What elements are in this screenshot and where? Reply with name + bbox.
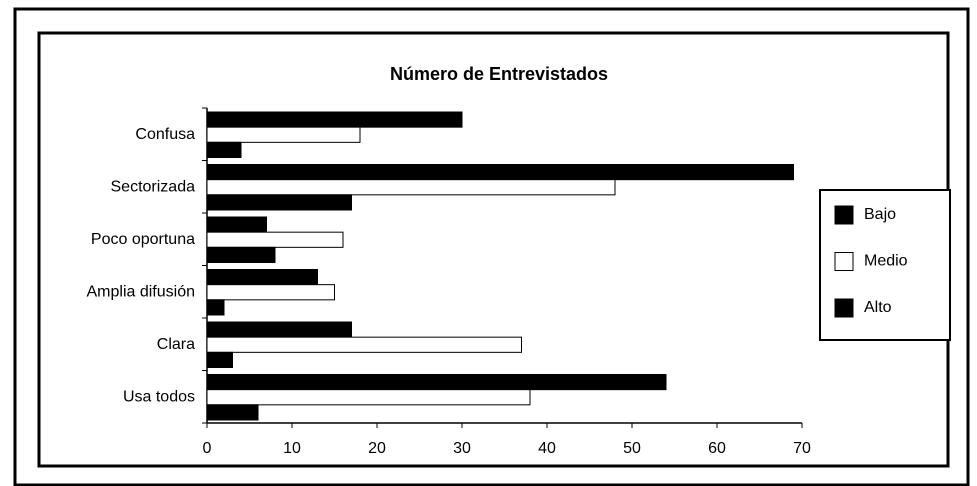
bar (206, 194, 352, 211)
bar (206, 246, 276, 263)
y-tick-label: Poco oportuna (91, 231, 195, 248)
bar (206, 389, 531, 406)
chart-title: Número de Entrevistados (390, 64, 608, 84)
bar (206, 351, 233, 369)
x-tick-label: 30 (453, 440, 471, 457)
legend-swatch (834, 205, 854, 225)
y-tick-label: Confusa (135, 126, 195, 143)
legend-swatch (834, 298, 854, 318)
bar (206, 284, 335, 301)
bar (206, 269, 318, 286)
legend-swatch (834, 252, 854, 271)
bar (206, 164, 794, 181)
legend-label: Bajo (864, 206, 896, 223)
y-tick-label: Clara (157, 336, 195, 353)
bar (206, 216, 267, 233)
bar (206, 404, 259, 421)
x-tick-label: 0 (203, 440, 212, 457)
legend-label: Medio (864, 253, 908, 270)
x-tick-label: 50 (623, 440, 641, 457)
x-tick-label: 10 (283, 440, 301, 457)
x-tick-label: 70 (793, 440, 811, 457)
legend-label: Alto (864, 299, 892, 316)
bar (206, 179, 616, 196)
outer-frame (13, 7, 970, 486)
x-tick-label: 60 (708, 440, 726, 457)
y-tick-label: Usa todos (123, 388, 195, 405)
bar (206, 299, 225, 316)
bar (206, 374, 667, 391)
bar (206, 321, 352, 338)
y-tick-label: Amplia difusión (87, 283, 196, 300)
bar (206, 231, 344, 248)
bar (206, 141, 242, 158)
y-tick-label: Sectorizada (111, 178, 196, 195)
bar (206, 336, 522, 353)
bar (206, 126, 361, 143)
bar (206, 111, 463, 128)
x-tick-label: 20 (368, 440, 386, 457)
x-tick-label: 40 (538, 440, 556, 457)
